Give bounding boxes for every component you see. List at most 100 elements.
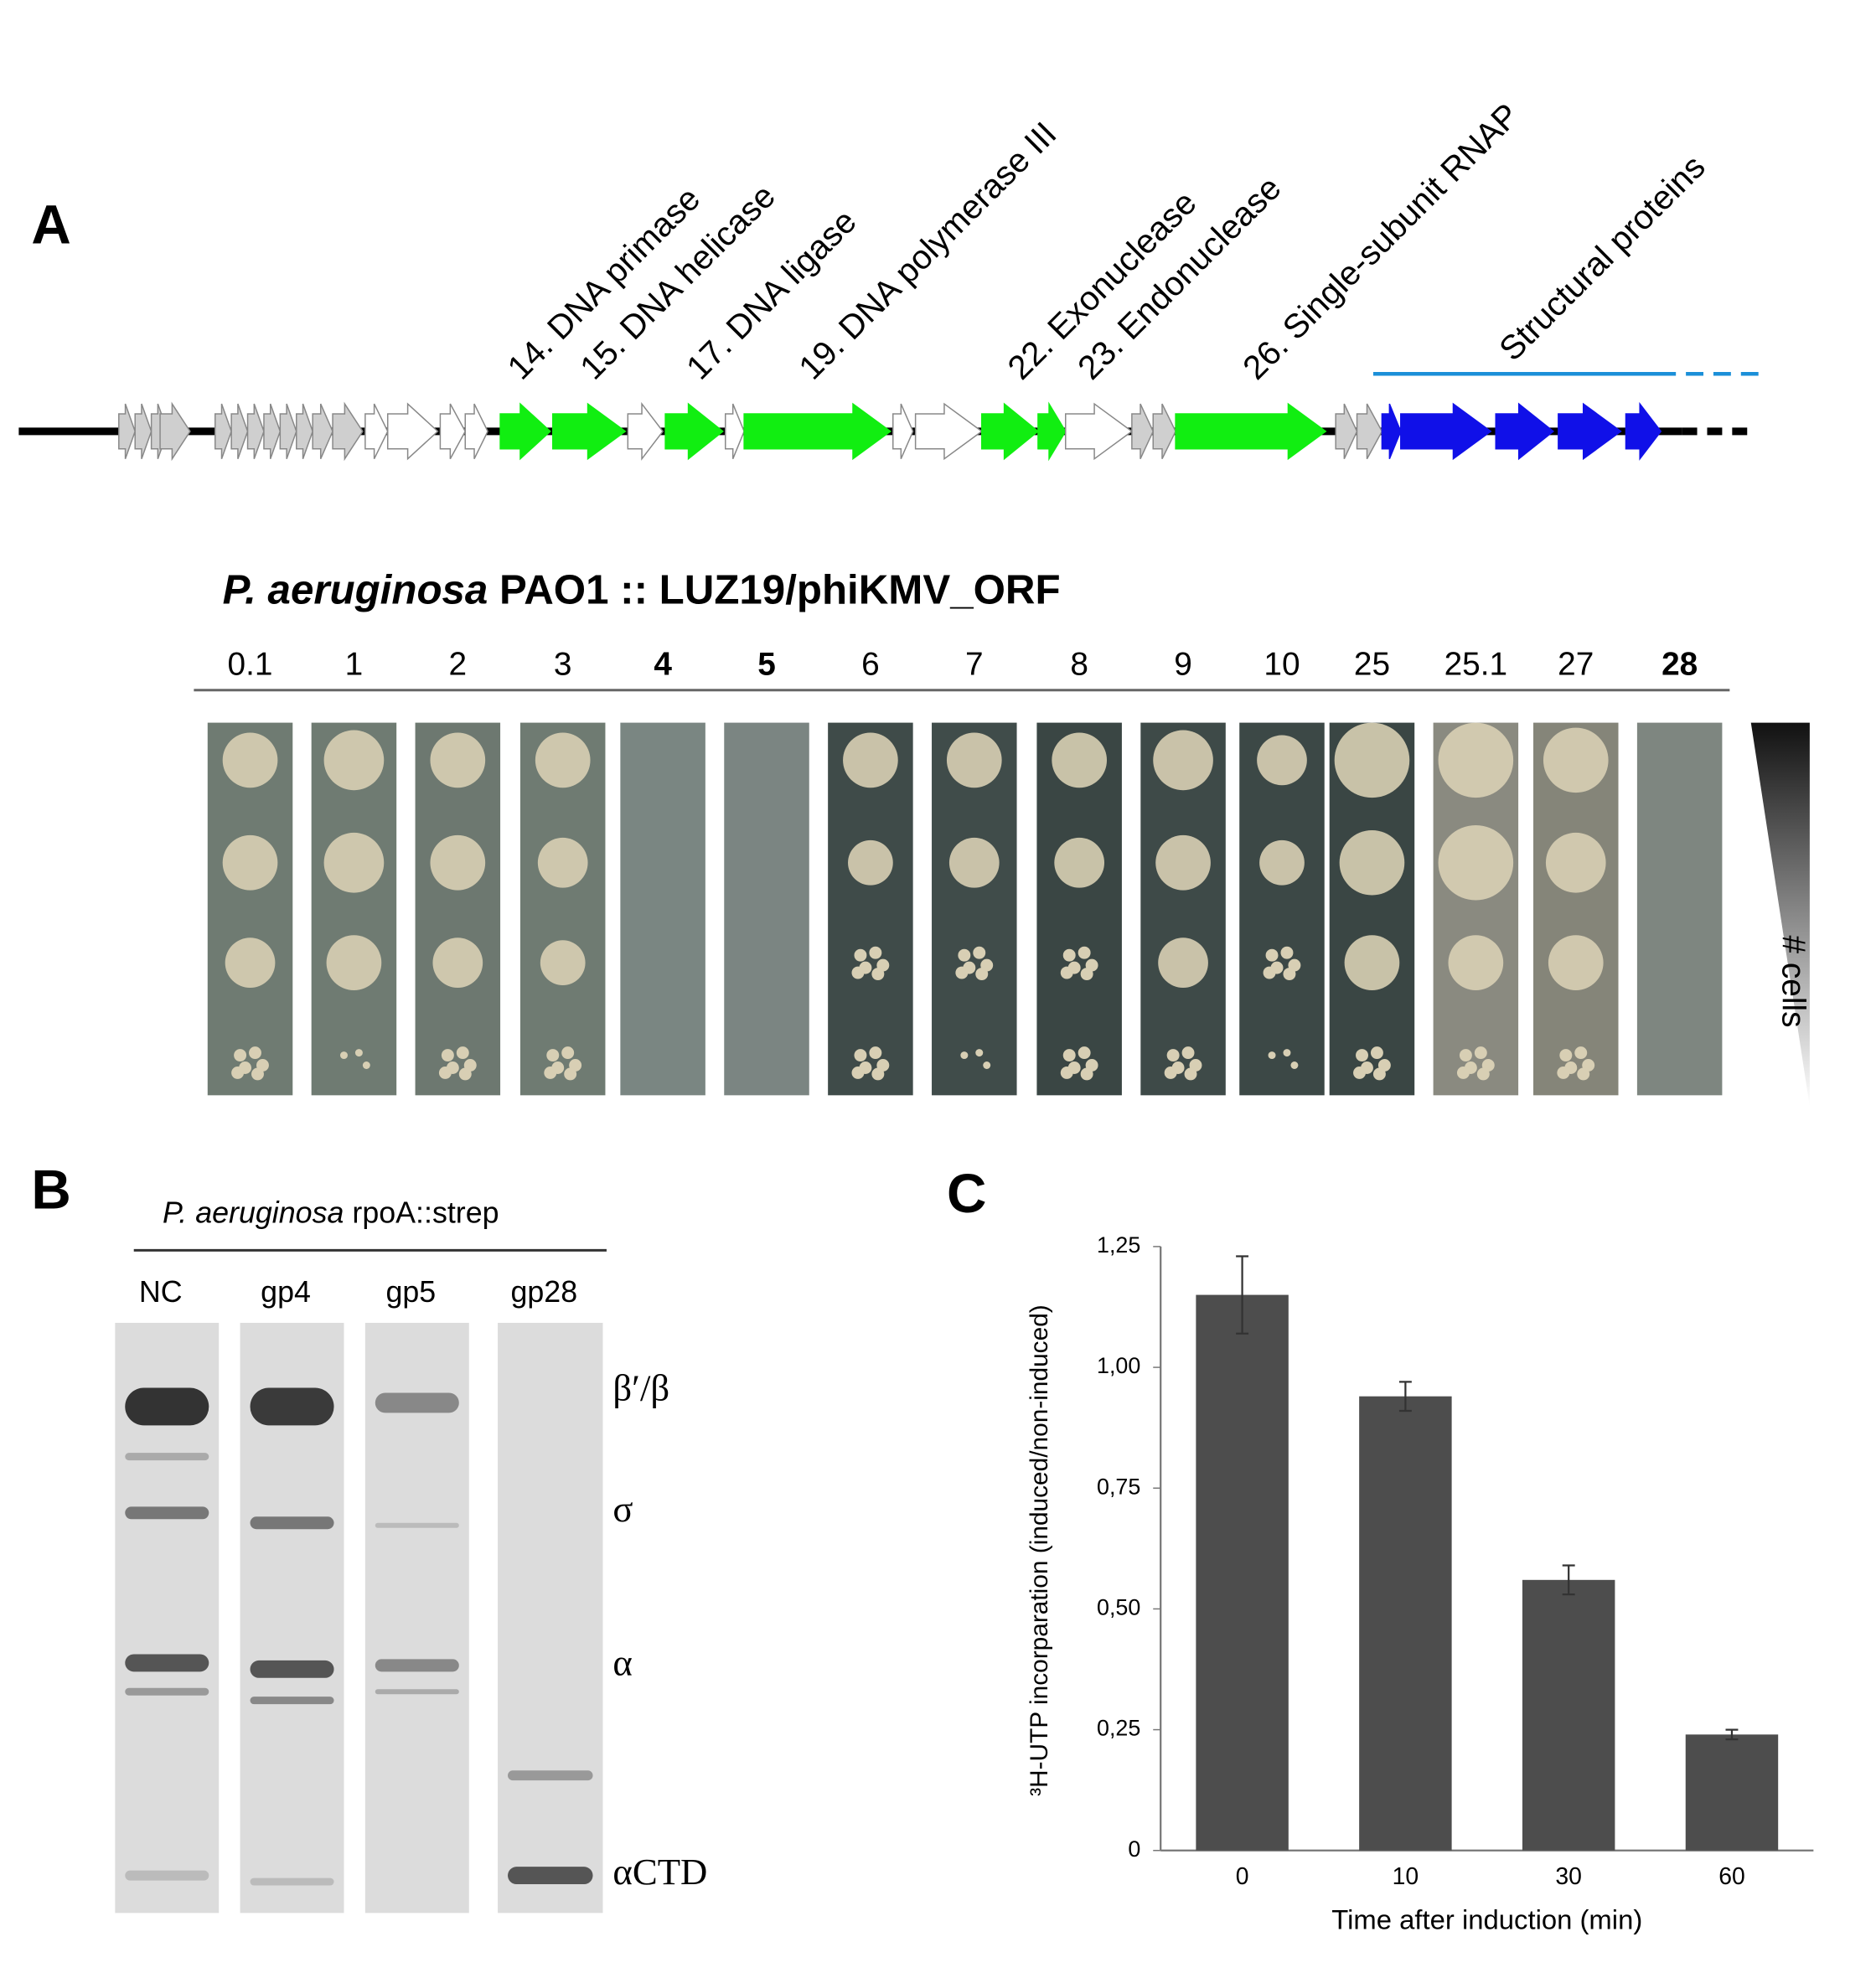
gene-arrow xyxy=(499,402,551,461)
gene-arrow xyxy=(230,403,249,459)
plate-title-rest: PAO1 :: LUZ19/phiKMV_ORF xyxy=(499,566,1061,612)
gene-arrow xyxy=(296,403,313,459)
error-bar xyxy=(1398,1381,1412,1413)
gel-band xyxy=(250,1877,334,1886)
colony xyxy=(1265,948,1279,962)
gene-arrow xyxy=(627,401,664,461)
error-bar xyxy=(1236,1255,1249,1335)
gel-band xyxy=(125,1387,209,1426)
colony xyxy=(1280,946,1294,959)
colony-spot xyxy=(537,837,588,888)
colony xyxy=(1080,968,1093,981)
colony xyxy=(1290,1061,1299,1069)
colony xyxy=(458,1067,472,1081)
lane-label: 25.1 xyxy=(1444,647,1508,683)
gel-lane-label: NC xyxy=(139,1275,183,1309)
colony xyxy=(975,968,989,981)
colony xyxy=(1353,1067,1366,1079)
gel-band xyxy=(125,1870,209,1881)
colony-spot xyxy=(1054,837,1105,888)
lane-label: 25 xyxy=(1354,647,1390,683)
colony-spot xyxy=(1257,735,1307,786)
colony xyxy=(1574,1046,1588,1060)
colony-spot xyxy=(1158,937,1208,988)
colony-spot xyxy=(1153,730,1213,791)
y-tick-label: 0,50 xyxy=(1097,1595,1140,1620)
gene-arrow xyxy=(1131,403,1155,460)
x-tick-label: 30 xyxy=(1555,1863,1582,1890)
gene-arrow xyxy=(552,402,627,461)
bar xyxy=(1359,1396,1452,1851)
colony xyxy=(1283,1049,1291,1057)
colony xyxy=(1164,1067,1177,1079)
colony xyxy=(955,966,969,979)
gel-band xyxy=(125,1506,209,1520)
gel-band xyxy=(375,1689,459,1695)
gene-arrow xyxy=(1335,403,1358,460)
colony xyxy=(1283,968,1296,981)
colony xyxy=(975,1049,984,1057)
colony xyxy=(441,1049,454,1062)
colony xyxy=(851,966,865,979)
gene-arrow xyxy=(1558,402,1622,461)
colony xyxy=(1356,1049,1368,1062)
gene-arrow xyxy=(1037,401,1067,462)
colony-spot xyxy=(535,732,591,788)
colony-spot xyxy=(432,937,483,988)
colony-spot xyxy=(1259,839,1305,886)
colony-spot xyxy=(843,732,898,788)
gene-arrow xyxy=(743,402,892,461)
gene-arrow xyxy=(664,402,724,461)
colony-spot xyxy=(430,834,486,891)
lane-label: 2 xyxy=(449,647,468,683)
gene-arrow xyxy=(1495,402,1555,461)
colony xyxy=(851,1067,865,1079)
lane-label: 0.1 xyxy=(228,647,273,683)
colony xyxy=(231,1067,245,1079)
colony xyxy=(1166,1049,1180,1062)
bar xyxy=(1196,1294,1289,1851)
lane-label: 8 xyxy=(1070,647,1088,683)
panel-label: C xyxy=(947,1163,986,1224)
colony xyxy=(249,1046,261,1060)
gel-title: P. aeruginosa rpoA::strep xyxy=(163,1196,499,1230)
colony xyxy=(960,1051,969,1060)
colony xyxy=(973,946,986,959)
gene-arrow xyxy=(332,401,364,462)
gene-arrow xyxy=(464,403,488,460)
gene-arrow xyxy=(1625,401,1662,461)
gene-arrow xyxy=(1065,402,1134,461)
colony xyxy=(561,1046,575,1060)
gene-arrow xyxy=(263,403,282,459)
colony-spot xyxy=(1543,727,1609,793)
colony xyxy=(1181,1046,1195,1060)
gene-arrow xyxy=(1356,403,1383,460)
lane-label: 28 xyxy=(1662,647,1698,683)
colony-spot xyxy=(1334,722,1410,798)
colony xyxy=(1459,1049,1472,1062)
gene-arrow xyxy=(892,403,914,460)
colony-spot xyxy=(1548,935,1604,990)
plate-title: P. aeruginosa PAO1 :: LUZ19/phiKMV_ORF xyxy=(223,566,1061,612)
error-bar xyxy=(1725,1728,1739,1741)
gel-band xyxy=(125,1654,209,1672)
colony xyxy=(854,948,867,962)
lane-label: 3 xyxy=(554,647,572,683)
gel-lane-label: gp28 xyxy=(510,1275,577,1309)
panel-label: B xyxy=(31,1160,70,1221)
error-bar xyxy=(1562,1564,1575,1596)
colony xyxy=(871,968,885,981)
colony-spot xyxy=(1438,824,1514,901)
colony xyxy=(456,1046,469,1060)
colony-spot xyxy=(1438,722,1514,798)
gene-arrow xyxy=(1381,403,1402,459)
band-label: σ xyxy=(612,1488,633,1530)
colony xyxy=(1062,1049,1076,1062)
colony-spot xyxy=(1339,829,1405,896)
gel-title-italic: P. aeruginosa xyxy=(163,1196,344,1230)
colony xyxy=(1557,1067,1570,1079)
colony xyxy=(546,1049,560,1062)
gene-arrow xyxy=(134,403,152,459)
x-axis-title: Time after induction (min) xyxy=(1331,1903,1642,1934)
